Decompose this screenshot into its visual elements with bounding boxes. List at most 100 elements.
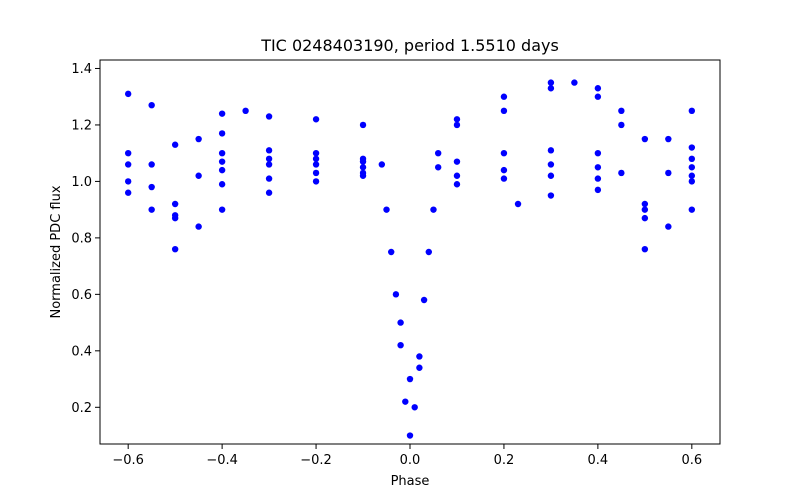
- data-point: [618, 169, 625, 177]
- data-point: [397, 341, 404, 349]
- data-point: [359, 164, 367, 171]
- data-point: [641, 206, 649, 213]
- data-point: [265, 113, 273, 120]
- x-axis-ticks: −0.6 −0.4 −0.2 0.0 0.2 0.4 0.6: [112, 444, 702, 468]
- data-point: [665, 135, 672, 143]
- x-tick-label: −0.2: [300, 453, 332, 468]
- data-point: [453, 121, 461, 129]
- data-point: [594, 164, 602, 171]
- x-tick-label: 0.6: [681, 453, 702, 468]
- data-point: [665, 169, 672, 177]
- data-point: [242, 107, 249, 115]
- data-point: [547, 172, 555, 179]
- data-point: [547, 79, 555, 86]
- y-axis-label: Normalized PDC flux: [49, 185, 64, 318]
- data-point: [688, 164, 696, 171]
- data-point: [218, 158, 226, 165]
- x-tick-label: −0.4: [206, 453, 238, 468]
- data-point: [171, 245, 179, 253]
- data-point: [688, 206, 696, 213]
- data-point: [218, 181, 226, 188]
- data-point: [124, 149, 132, 157]
- data-point: [124, 161, 132, 168]
- data-point: [500, 149, 508, 157]
- data-point: [618, 107, 625, 115]
- data-point: [124, 178, 132, 185]
- data-point: [218, 166, 226, 174]
- data-point: [265, 189, 273, 196]
- data-point: [265, 161, 273, 168]
- data-point: [124, 189, 132, 196]
- data-point: [416, 364, 423, 371]
- data-point: [265, 155, 273, 163]
- data-point: [359, 169, 367, 177]
- data-point: [688, 107, 696, 115]
- data-point: [416, 353, 423, 360]
- data-point: [547, 192, 555, 199]
- data-point: [434, 164, 442, 171]
- data-point: [641, 200, 649, 208]
- data-points: [124, 79, 696, 439]
- data-point: [425, 248, 432, 256]
- data-point: [547, 85, 555, 92]
- data-point: [312, 116, 320, 123]
- x-tick-label: −0.6: [112, 453, 144, 468]
- data-point: [171, 200, 179, 208]
- data-point: [430, 206, 437, 213]
- data-point: [618, 121, 625, 129]
- x-axis-label: Phase: [391, 474, 430, 489]
- data-point: [218, 149, 226, 157]
- data-point: [411, 404, 418, 411]
- data-point: [195, 135, 202, 143]
- data-point: [148, 183, 155, 191]
- data-point: [171, 141, 179, 148]
- data-point: [453, 181, 461, 188]
- data-point: [148, 101, 155, 109]
- y-axis-ticks: 0.2 0.4 0.6 0.8 1.0 1.2 1.4: [71, 62, 100, 416]
- data-point: [665, 223, 672, 230]
- data-point: [641, 214, 649, 222]
- data-point: [500, 166, 508, 174]
- y-tick-label: 1.4: [71, 62, 92, 77]
- data-point: [688, 172, 696, 179]
- data-point: [397, 319, 404, 326]
- data-point: [392, 291, 400, 298]
- data-point: [453, 172, 461, 179]
- chart-title: TIC 0248403190, period 1.5510 days: [260, 36, 559, 55]
- data-point: [312, 149, 320, 157]
- x-tick-label: 0.0: [400, 453, 421, 468]
- data-point: [265, 147, 273, 154]
- data-point: [500, 175, 508, 182]
- data-point: [641, 245, 649, 253]
- data-point: [594, 149, 602, 157]
- data-point: [124, 90, 132, 98]
- y-tick-label: 1.0: [71, 175, 92, 190]
- data-point: [514, 200, 522, 208]
- data-point: [148, 161, 155, 168]
- data-point: [312, 155, 320, 163]
- data-point: [406, 375, 414, 383]
- data-point: [594, 85, 602, 92]
- data-point: [594, 93, 602, 100]
- data-point: [359, 121, 367, 129]
- data-point: [218, 110, 226, 117]
- data-point: [500, 93, 508, 100]
- data-point: [218, 206, 226, 213]
- data-point: [500, 107, 508, 115]
- y-tick-label: 0.8: [71, 231, 92, 246]
- x-tick-label: 0.4: [588, 453, 609, 468]
- data-point: [547, 147, 555, 154]
- data-point: [434, 149, 442, 157]
- data-point: [402, 398, 409, 405]
- data-point: [641, 135, 649, 143]
- data-point: [388, 248, 395, 256]
- data-point: [265, 175, 273, 182]
- x-tick-label: 0.2: [494, 453, 515, 468]
- data-point: [195, 223, 202, 230]
- data-point: [594, 186, 602, 194]
- data-point: [688, 155, 696, 163]
- data-point: [594, 175, 602, 182]
- data-point: [218, 130, 226, 137]
